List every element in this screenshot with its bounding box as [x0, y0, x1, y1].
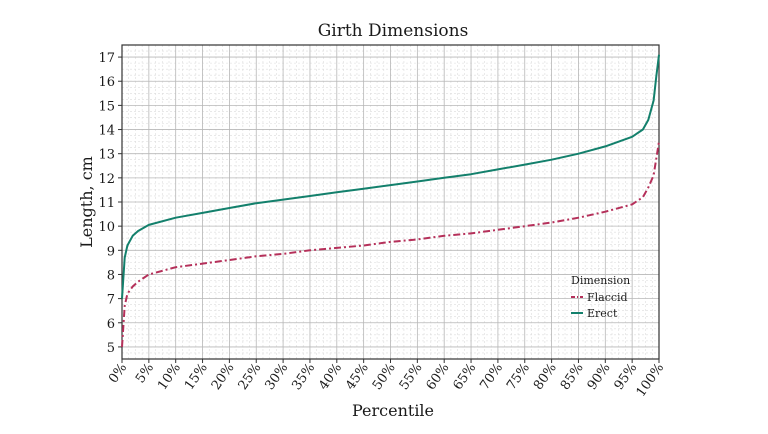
y-tick-label: 9: [107, 244, 115, 259]
x-tick-label: 90%: [585, 361, 614, 393]
x-tick-label: 100%: [634, 361, 668, 400]
x-tick-label: 85%: [558, 361, 587, 393]
y-tick-label: 10: [98, 220, 115, 235]
x-tick-label: 50%: [370, 361, 399, 393]
y-tick-label: 16: [98, 75, 115, 90]
x-tick-label: 40%: [316, 361, 345, 393]
x-tick-label: 5%: [133, 361, 157, 386]
x-tick-label: 15%: [182, 361, 211, 393]
y-axis: 5 6 7 8 9 10 11 12 13 14 15 16 17: [98, 51, 122, 356]
x-tick-label: 25%: [236, 361, 265, 393]
grid-major: [121, 45, 660, 359]
series-layer: [121, 54, 660, 347]
y-tick-label: 7: [107, 293, 115, 308]
legend-label-erect: Erect: [587, 307, 618, 320]
x-tick-label: 35%: [289, 361, 318, 393]
x-tick-label: 45%: [343, 361, 372, 393]
x-tick-label: 65%: [450, 361, 479, 393]
x-tick-label: 80%: [531, 361, 560, 393]
x-axis: 0% 5%10%15%20%25%30%35%40%45%50%55%60%65%…: [106, 359, 667, 400]
series-line-erect: [121, 54, 660, 299]
x-tick-label: 75%: [504, 361, 533, 393]
x-tick-label: 70%: [477, 361, 506, 393]
y-tick-label: 5: [107, 341, 115, 356]
y-tick-label: 13: [98, 148, 115, 163]
y-tick-label: 11: [98, 196, 115, 211]
chart-title: Girth Dimensions: [318, 21, 469, 41]
legend-label-flaccid: Flaccid: [587, 291, 628, 304]
y-axis-title: Length, cm: [77, 156, 96, 248]
x-tick-label: 30%: [263, 361, 292, 393]
y-tick-label: 8: [107, 268, 115, 283]
y-tick-label: 17: [98, 51, 115, 66]
series-line-flaccid: [121, 141, 660, 347]
legend-title: Dimension: [571, 274, 630, 287]
legend: Dimension Flaccid Erect: [571, 274, 630, 320]
x-tick-label: 10%: [155, 361, 184, 393]
x-tick-label: 60%: [424, 361, 453, 393]
y-tick-label: 14: [98, 124, 115, 139]
y-tick-label: 15: [98, 99, 115, 114]
x-axis-title: Percentile: [352, 401, 434, 420]
y-tick-label: 12: [98, 172, 115, 187]
x-tick-label: 20%: [209, 361, 238, 393]
y-tick-label: 6: [107, 317, 115, 332]
x-tick-label: 0%: [106, 361, 130, 386]
x-tick-label: 55%: [397, 361, 426, 393]
